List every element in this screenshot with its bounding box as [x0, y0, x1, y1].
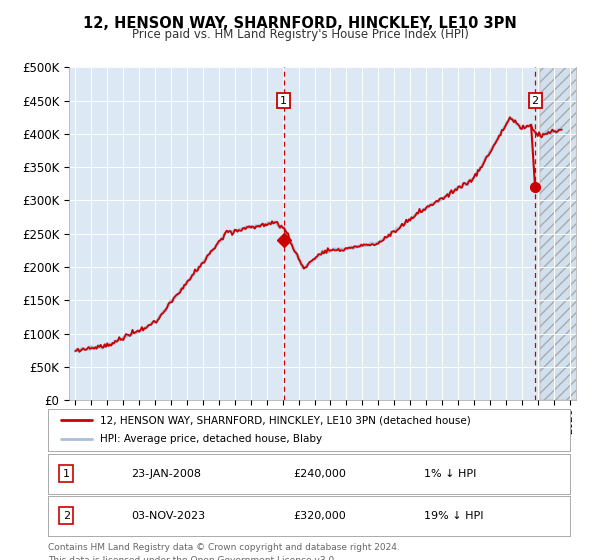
Text: 12, HENSON WAY, SHARNFORD, HINCKLEY, LE10 3PN (detached house): 12, HENSON WAY, SHARNFORD, HINCKLEY, LE1…: [100, 415, 471, 425]
Text: Price paid vs. HM Land Registry's House Price Index (HPI): Price paid vs. HM Land Registry's House …: [131, 28, 469, 41]
Text: 2: 2: [63, 511, 70, 521]
Text: 1% ↓ HPI: 1% ↓ HPI: [424, 469, 476, 479]
Text: 12, HENSON WAY, SHARNFORD, HINCKLEY, LE10 3PN: 12, HENSON WAY, SHARNFORD, HINCKLEY, LE1…: [83, 16, 517, 31]
Text: £320,000: £320,000: [293, 511, 346, 521]
Bar: [541, 67, 584, 400]
Text: 1: 1: [63, 469, 70, 479]
Text: £240,000: £240,000: [293, 469, 346, 479]
Text: 19% ↓ HPI: 19% ↓ HPI: [424, 511, 484, 521]
Text: 23-JAN-2008: 23-JAN-2008: [131, 469, 202, 479]
Text: 2: 2: [532, 96, 539, 105]
Text: 1: 1: [280, 96, 287, 105]
Text: Contains HM Land Registry data © Crown copyright and database right 2024.
This d: Contains HM Land Registry data © Crown c…: [48, 543, 400, 560]
Text: 03-NOV-2023: 03-NOV-2023: [131, 511, 206, 521]
Bar: [541, 67, 584, 400]
Text: HPI: Average price, detached house, Blaby: HPI: Average price, detached house, Blab…: [100, 435, 322, 445]
